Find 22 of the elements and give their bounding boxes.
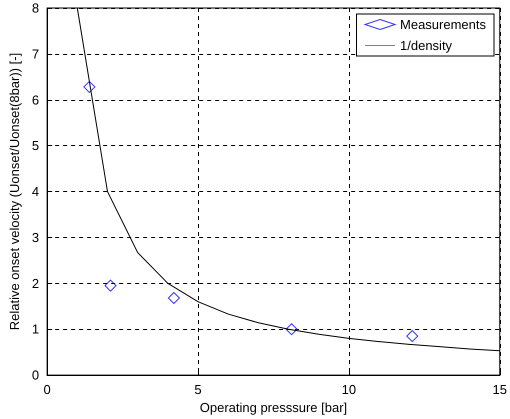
- x-tick-label: 10: [342, 382, 356, 398]
- y-axis-title: Relative onset velocity (Uonset/Uonset(8bar)) [-]: [7, 52, 22, 330]
- y-tick-label: 6: [32, 92, 40, 108]
- point: [104, 280, 116, 292]
- y-tick-label: 2: [32, 276, 40, 291]
- y-tick-label: 1: [32, 322, 40, 337]
- x-tick-label: 15: [492, 382, 508, 398]
- point: [406, 330, 418, 342]
- x-axis-title: Operating presssure [bar]: [200, 400, 348, 415]
- y-tick-label: 4: [32, 184, 40, 200]
- point: [83, 80, 96, 93]
- legend-label: Measurements: [400, 17, 486, 32]
- legend-label: 1/density: [400, 38, 453, 53]
- y-tick-label: 7: [32, 46, 40, 62]
- y-tick-label: 0: [32, 368, 40, 383]
- x-tick-label: 5: [194, 382, 202, 398]
- y-tick-label: 5: [32, 138, 40, 154]
- point: [286, 323, 298, 336]
- y-tick-label: 8: [32, 0, 40, 16]
- x-tick-label: 0: [44, 382, 51, 398]
- y-tick-label: 3: [32, 230, 40, 245]
- point: [168, 292, 180, 304]
